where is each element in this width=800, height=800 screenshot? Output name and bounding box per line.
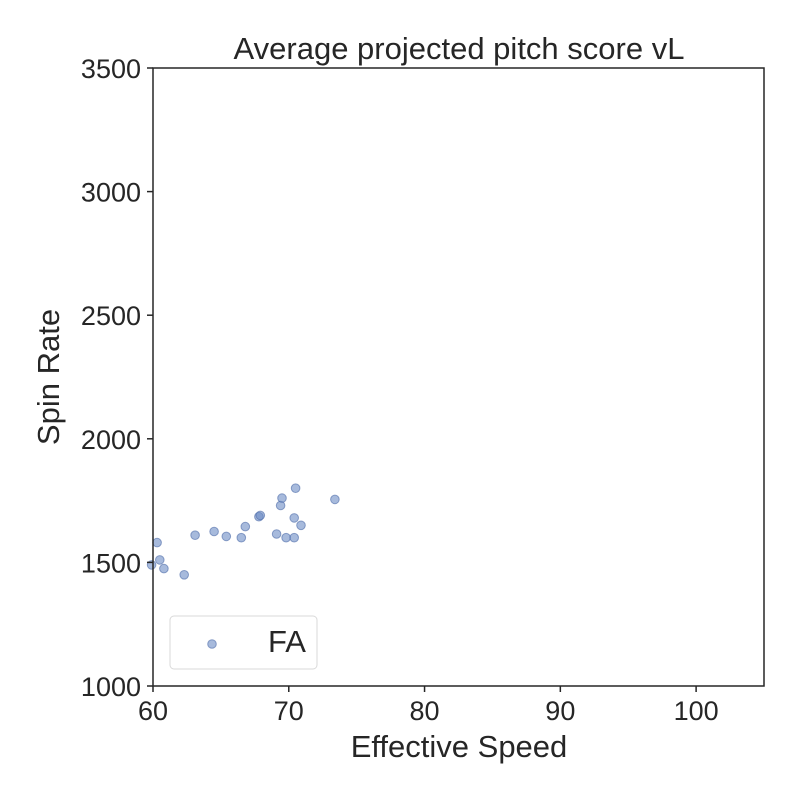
data-point — [330, 494, 340, 505]
y-tick-label: 2000 — [81, 425, 141, 455]
data-point — [190, 530, 200, 541]
data-point — [240, 521, 251, 532]
y-tick-label: 3500 — [81, 54, 141, 84]
legend-marker — [207, 639, 217, 649]
x-axis-ticks: 60 70 80 90 100 — [138, 686, 719, 726]
legend-box — [169, 615, 318, 670]
y-axis-ticks: 1000 1500 2000 2500 3000 3500 — [81, 54, 153, 702]
data-point — [152, 537, 162, 548]
data-point — [281, 532, 291, 543]
x-tick-label: 90 — [545, 696, 575, 726]
x-tick-label: 100 — [674, 696, 719, 726]
data-point — [271, 529, 282, 539]
legend: FA — [169, 615, 318, 670]
data-point — [277, 493, 287, 503]
data-point — [236, 532, 247, 543]
x-tick-label: 80 — [410, 696, 440, 726]
y-tick-label: 3000 — [81, 178, 141, 208]
data-point — [296, 520, 306, 531]
data-point — [221, 531, 232, 542]
y-tick-label: 1500 — [81, 548, 141, 578]
y-tick-label: 2500 — [81, 301, 141, 331]
data-point — [290, 483, 301, 494]
data-point — [155, 555, 165, 565]
data-point — [159, 563, 169, 574]
data-point — [255, 510, 266, 521]
x-tick-label: 70 — [274, 696, 304, 726]
data-point — [289, 532, 300, 543]
chart-title: Average projected pitch score vL — [234, 31, 685, 66]
x-axis-label: Effective Speed — [351, 729, 568, 764]
plot-frame — [152, 67, 765, 687]
data-point — [289, 513, 300, 523]
data-point — [179, 570, 189, 580]
y-axis-label: Spin Rate — [31, 309, 66, 445]
y-tick-label: 1000 — [81, 672, 141, 702]
data-points — [146, 483, 340, 580]
legend-label: FA — [268, 624, 306, 659]
data-point — [209, 526, 219, 537]
x-tick-label: 60 — [138, 696, 168, 726]
